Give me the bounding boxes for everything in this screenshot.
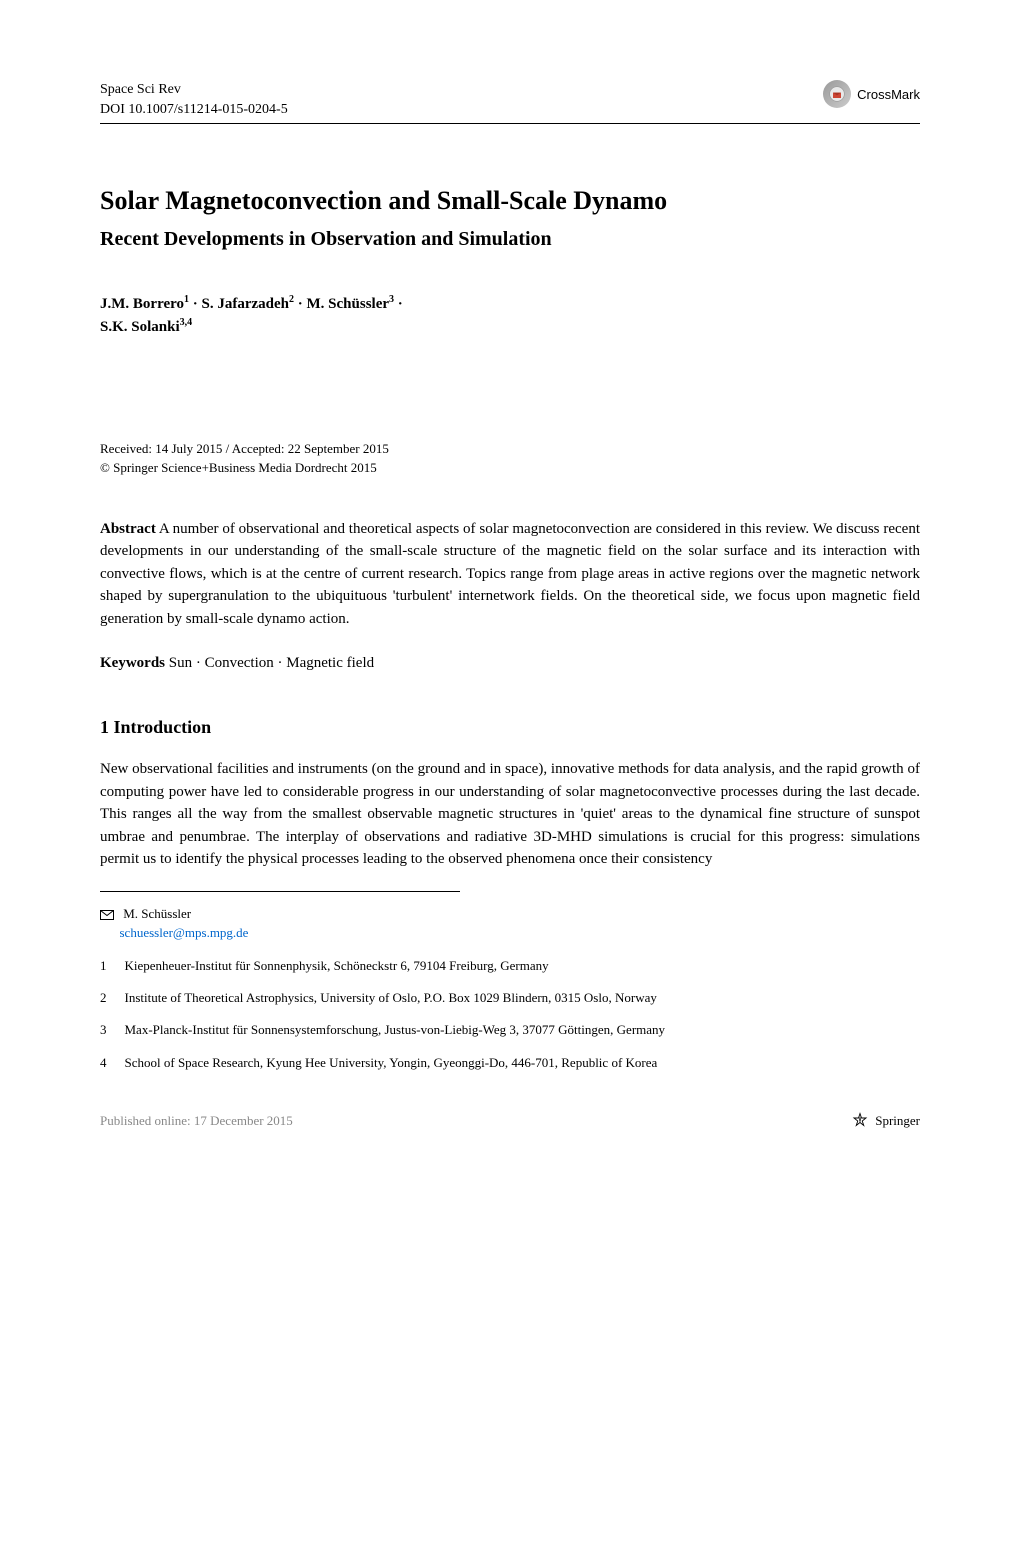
abstract-text: A number of observational and theoretica… — [100, 521, 920, 627]
affiliation-2: 2 Institute of Theoretical Astrophysics,… — [100, 989, 920, 1007]
crossmark-icon — [823, 80, 851, 108]
header-row: Space Sci Rev DOI 10.1007/s11214-015-020… — [100, 80, 920, 119]
author-1: J.M. Borrero — [100, 296, 184, 312]
journal-name: Space Sci Rev — [100, 80, 288, 100]
affiliation-3: 3 Max-Planck-Institut für Sonnensystemfo… — [100, 1021, 920, 1039]
affiliation-num-4: 4 — [100, 1054, 107, 1072]
keywords: Keywords Sun · Convection · Magnetic fie… — [100, 655, 920, 672]
affiliation-text-1: Kiepenheuer-Institut für Sonnenphysik, S… — [125, 957, 921, 975]
doi: DOI 10.1007/s11214-015-0204-5 — [100, 100, 288, 120]
author-sep-3: · — [394, 296, 403, 312]
published-online: Published online: 17 December 2015 — [100, 1113, 293, 1129]
affiliation-4: 4 School of Space Research, Kyung Hee Un… — [100, 1054, 920, 1072]
author-sep-1: · S. Jafarzadeh — [189, 296, 289, 312]
footnote-rule — [100, 891, 460, 892]
author-4: S.K. Solanki — [100, 319, 180, 335]
affiliation-text-4: School of Space Research, Kyung Hee Univ… — [125, 1054, 921, 1072]
keywords-text: Sun · Convection · Magnetic field — [169, 655, 374, 671]
section-1-title: 1 Introduction — [100, 717, 920, 738]
affiliation-1: 1 Kiepenheuer-Institut für Sonnenphysik,… — [100, 957, 920, 975]
corresponding-author: M. Schüssler schuessler@mps.mpg.de — [100, 904, 920, 943]
footer-row: Published online: 17 December 2015 Sprin… — [100, 1112, 920, 1130]
springer-label: Springer — [875, 1113, 920, 1129]
springer-icon — [851, 1112, 869, 1130]
springer-logo: Springer — [851, 1112, 920, 1130]
article-title: Solar Magnetoconvection and Small-Scale … — [100, 184, 920, 218]
section-1-para-1: New observational facilities and instrum… — [100, 758, 920, 871]
abstract: Abstract A number of observational and t… — [100, 518, 920, 631]
crossmark-label: CrossMark — [857, 87, 920, 102]
affiliation-num-3: 3 — [100, 1021, 107, 1039]
header-rule — [100, 123, 920, 124]
affiliation-num-2: 2 — [100, 989, 107, 1007]
author-sep-2: · M. Schüssler — [294, 296, 389, 312]
affiliation-text-2: Institute of Theoretical Astrophysics, U… — [125, 989, 921, 1007]
header-left: Space Sci Rev DOI 10.1007/s11214-015-020… — [100, 80, 288, 119]
affiliation-text-3: Max-Planck-Institut für Sonnensystemfors… — [125, 1021, 921, 1039]
email-icon — [100, 906, 123, 921]
copyright: © Springer Science+Business Media Dordre… — [100, 458, 920, 478]
corresponding-name: M. Schüssler — [123, 906, 191, 921]
keywords-label: Keywords — [100, 655, 165, 671]
dates-block: Received: 14 July 2015 / Accepted: 22 Se… — [100, 439, 920, 478]
received-accepted: Received: 14 July 2015 / Accepted: 22 Se… — [100, 439, 920, 459]
author-4-sup: 3,4 — [180, 317, 193, 328]
corresponding-email[interactable]: schuessler@mps.mpg.de — [120, 925, 249, 940]
article-subtitle: Recent Developments in Observation and S… — [100, 226, 920, 252]
authors-block: J.M. Borrero1 · S. Jafarzadeh2 · M. Schü… — [100, 292, 920, 339]
abstract-label: Abstract — [100, 521, 156, 537]
affiliation-num-1: 1 — [100, 957, 107, 975]
crossmark-badge[interactable]: CrossMark — [823, 80, 920, 108]
